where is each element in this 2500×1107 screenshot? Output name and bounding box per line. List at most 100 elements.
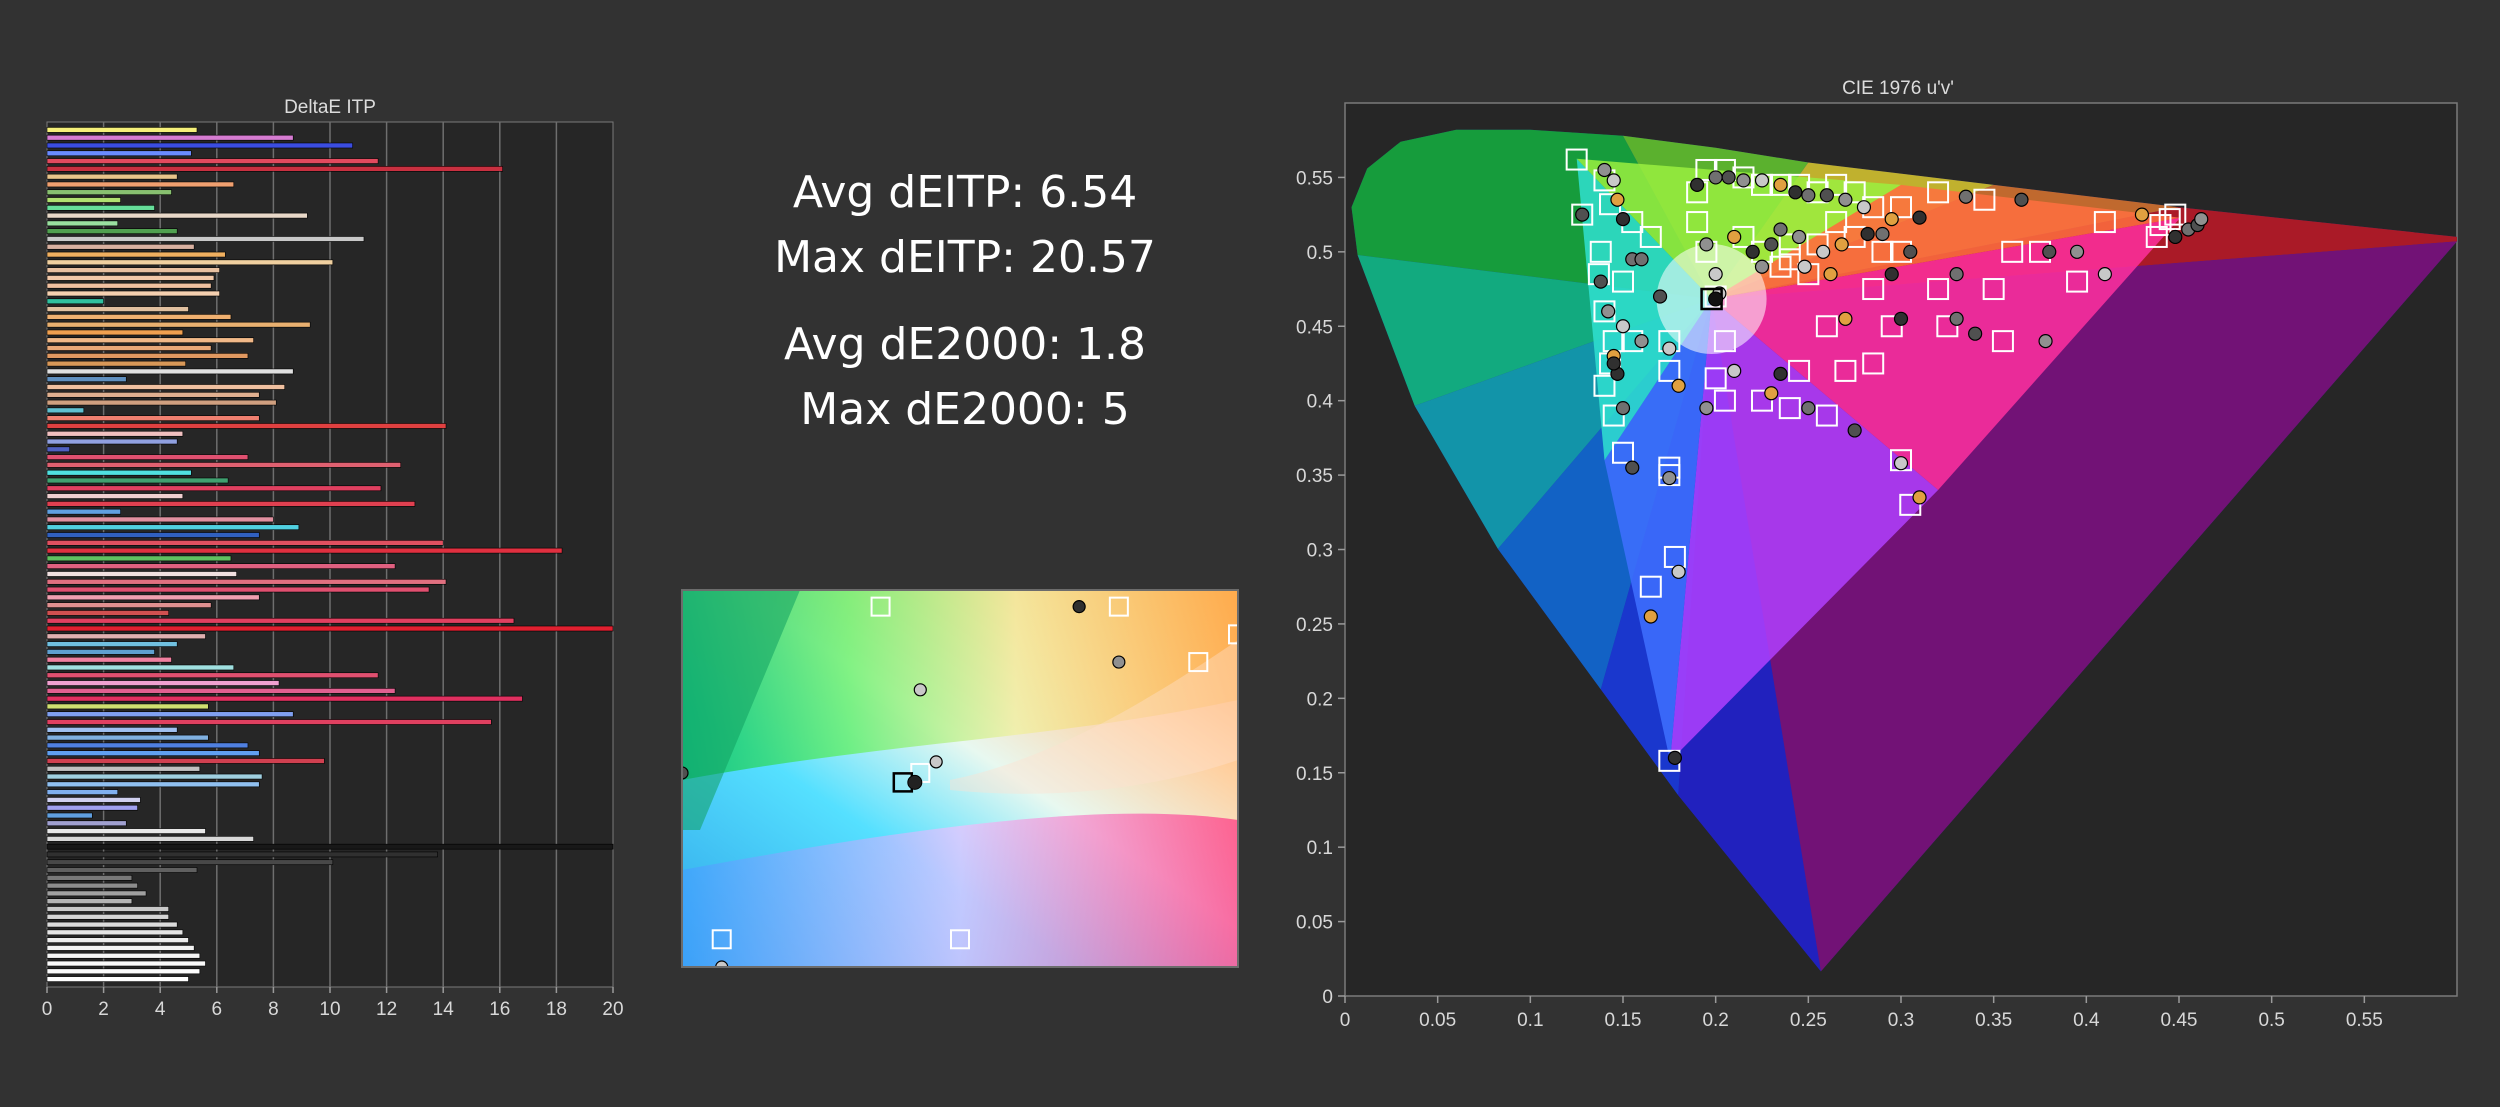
- measured-point: [1764, 386, 1779, 401]
- measured-point: [1671, 378, 1686, 393]
- max-de2000: Max dE2000: 5: [800, 384, 1130, 435]
- cie-x-tick-label: 0.3: [1888, 1010, 1914, 1031]
- target-square: [1565, 148, 1588, 171]
- target-square: [1982, 278, 2005, 301]
- bar: [46, 508, 121, 515]
- target-square: [1927, 278, 1950, 301]
- zoom-measured-point: [875, 573, 887, 585]
- cie-y-tick-label: 0.3: [1307, 541, 1333, 562]
- cie-x-tick-label: 0.4: [2073, 1010, 2100, 1031]
- bar: [46, 758, 325, 764]
- target-square: [1658, 359, 1681, 382]
- bar: [46, 836, 254, 842]
- measured-point: [1634, 334, 1649, 349]
- measured-point: [1754, 173, 1770, 188]
- bar: [46, 532, 260, 538]
- bar: [46, 407, 85, 414]
- measured-point: [1708, 267, 1723, 282]
- bar: [46, 929, 184, 936]
- zoom-frame: [681, 589, 1239, 968]
- cie-x-tick-label: 0.1: [1517, 1010, 1543, 1031]
- measured-point: [1903, 244, 1918, 259]
- target-square: [1639, 225, 1662, 248]
- measured-point: [1823, 267, 1838, 282]
- bar: [46, 493, 184, 499]
- zoom-target-square: [1229, 570, 1247, 588]
- zoom-target-square: [950, 929, 970, 950]
- bar: [46, 173, 178, 180]
- measured-point: [1893, 456, 1909, 471]
- cie-chart: CIE 1976 u'v' 0 0.05 0.1 0.15 0.2 0.25 0.3 0.35…: [1296, 78, 2458, 1031]
- bar: [46, 181, 235, 188]
- measured-point: [1721, 170, 1736, 185]
- bar: [46, 867, 198, 873]
- bar-tick-label: 4: [155, 999, 166, 1020]
- bar: [46, 251, 226, 258]
- bar: [46, 945, 195, 951]
- bar: [46, 641, 178, 647]
- target-square: [1843, 181, 1866, 204]
- cie-ticks: 0 0.05 0.1 0.15 0.2 0.25 0.3 0.35 0.4 0.45 0.5 0.55…: [1296, 168, 2383, 1031]
- bar: [46, 656, 172, 663]
- bar: [46, 680, 280, 686]
- zoom-measured-point: [1112, 655, 1126, 669]
- zoom-target-square: [870, 596, 891, 617]
- bar: [46, 882, 138, 889]
- measured-point: [1860, 226, 1875, 242]
- measured-point: [1662, 341, 1677, 356]
- bar: [46, 228, 178, 234]
- measured-point: [1727, 229, 1742, 245]
- target-square: [1713, 389, 1736, 412]
- measured-point: [1601, 304, 1616, 319]
- bar: [46, 890, 147, 897]
- bar: [46, 454, 249, 460]
- bar: [46, 968, 201, 975]
- bar: [46, 851, 438, 858]
- bar: [46, 540, 444, 546]
- bar: [46, 485, 382, 492]
- measured-point: [1912, 210, 1927, 225]
- measured-point: [1615, 401, 1631, 416]
- bar: [46, 734, 209, 741]
- zoom-target-square: [633, 542, 651, 560]
- bar: [46, 664, 235, 671]
- target-square: [1788, 359, 1811, 382]
- bar: [46, 812, 93, 819]
- cie-y-tick-label: 0.5: [1307, 243, 1333, 264]
- measured-point: [1745, 244, 1760, 259]
- bar: [46, 259, 334, 266]
- target-square: [1593, 374, 1616, 397]
- measured-point: [1884, 211, 1899, 227]
- target-square: [1612, 441, 1634, 464]
- bar: [46, 695, 523, 702]
- bar: [46, 189, 172, 196]
- cie-title: CIE 1976 u'v': [1842, 78, 1954, 99]
- bar: [46, 765, 201, 772]
- bar: [46, 594, 260, 601]
- bar: [46, 727, 178, 733]
- stats-gap: [700, 290, 1230, 312]
- cie-y-tick-label: 0.4: [1307, 392, 1334, 413]
- bar: [46, 337, 254, 344]
- bar: [46, 921, 178, 928]
- measured-point: [1652, 289, 1668, 304]
- measured-point: [1958, 189, 1973, 204]
- bar: [46, 773, 263, 780]
- target-square: [1936, 315, 1959, 338]
- measured-point: [1949, 267, 1964, 282]
- bar: [46, 438, 178, 445]
- stats-panel: Avg dEITP: 6.54 Max dEITP: 20.57 Avg dE2…: [700, 160, 1230, 442]
- bar: [46, 859, 334, 866]
- measured-point: [1615, 319, 1631, 334]
- target-square: [1834, 359, 1857, 382]
- zoom-white-measured: [907, 774, 923, 790]
- bar: [46, 345, 212, 351]
- measured-point: [1634, 252, 1649, 267]
- bar: [46, 150, 192, 157]
- bar-tick-label: 18: [546, 999, 567, 1020]
- bar: [46, 446, 70, 453]
- zoom-measured-point: [1072, 600, 1086, 614]
- bar: [46, 290, 220, 297]
- bar: [46, 633, 206, 640]
- measured-point: [1736, 173, 1751, 188]
